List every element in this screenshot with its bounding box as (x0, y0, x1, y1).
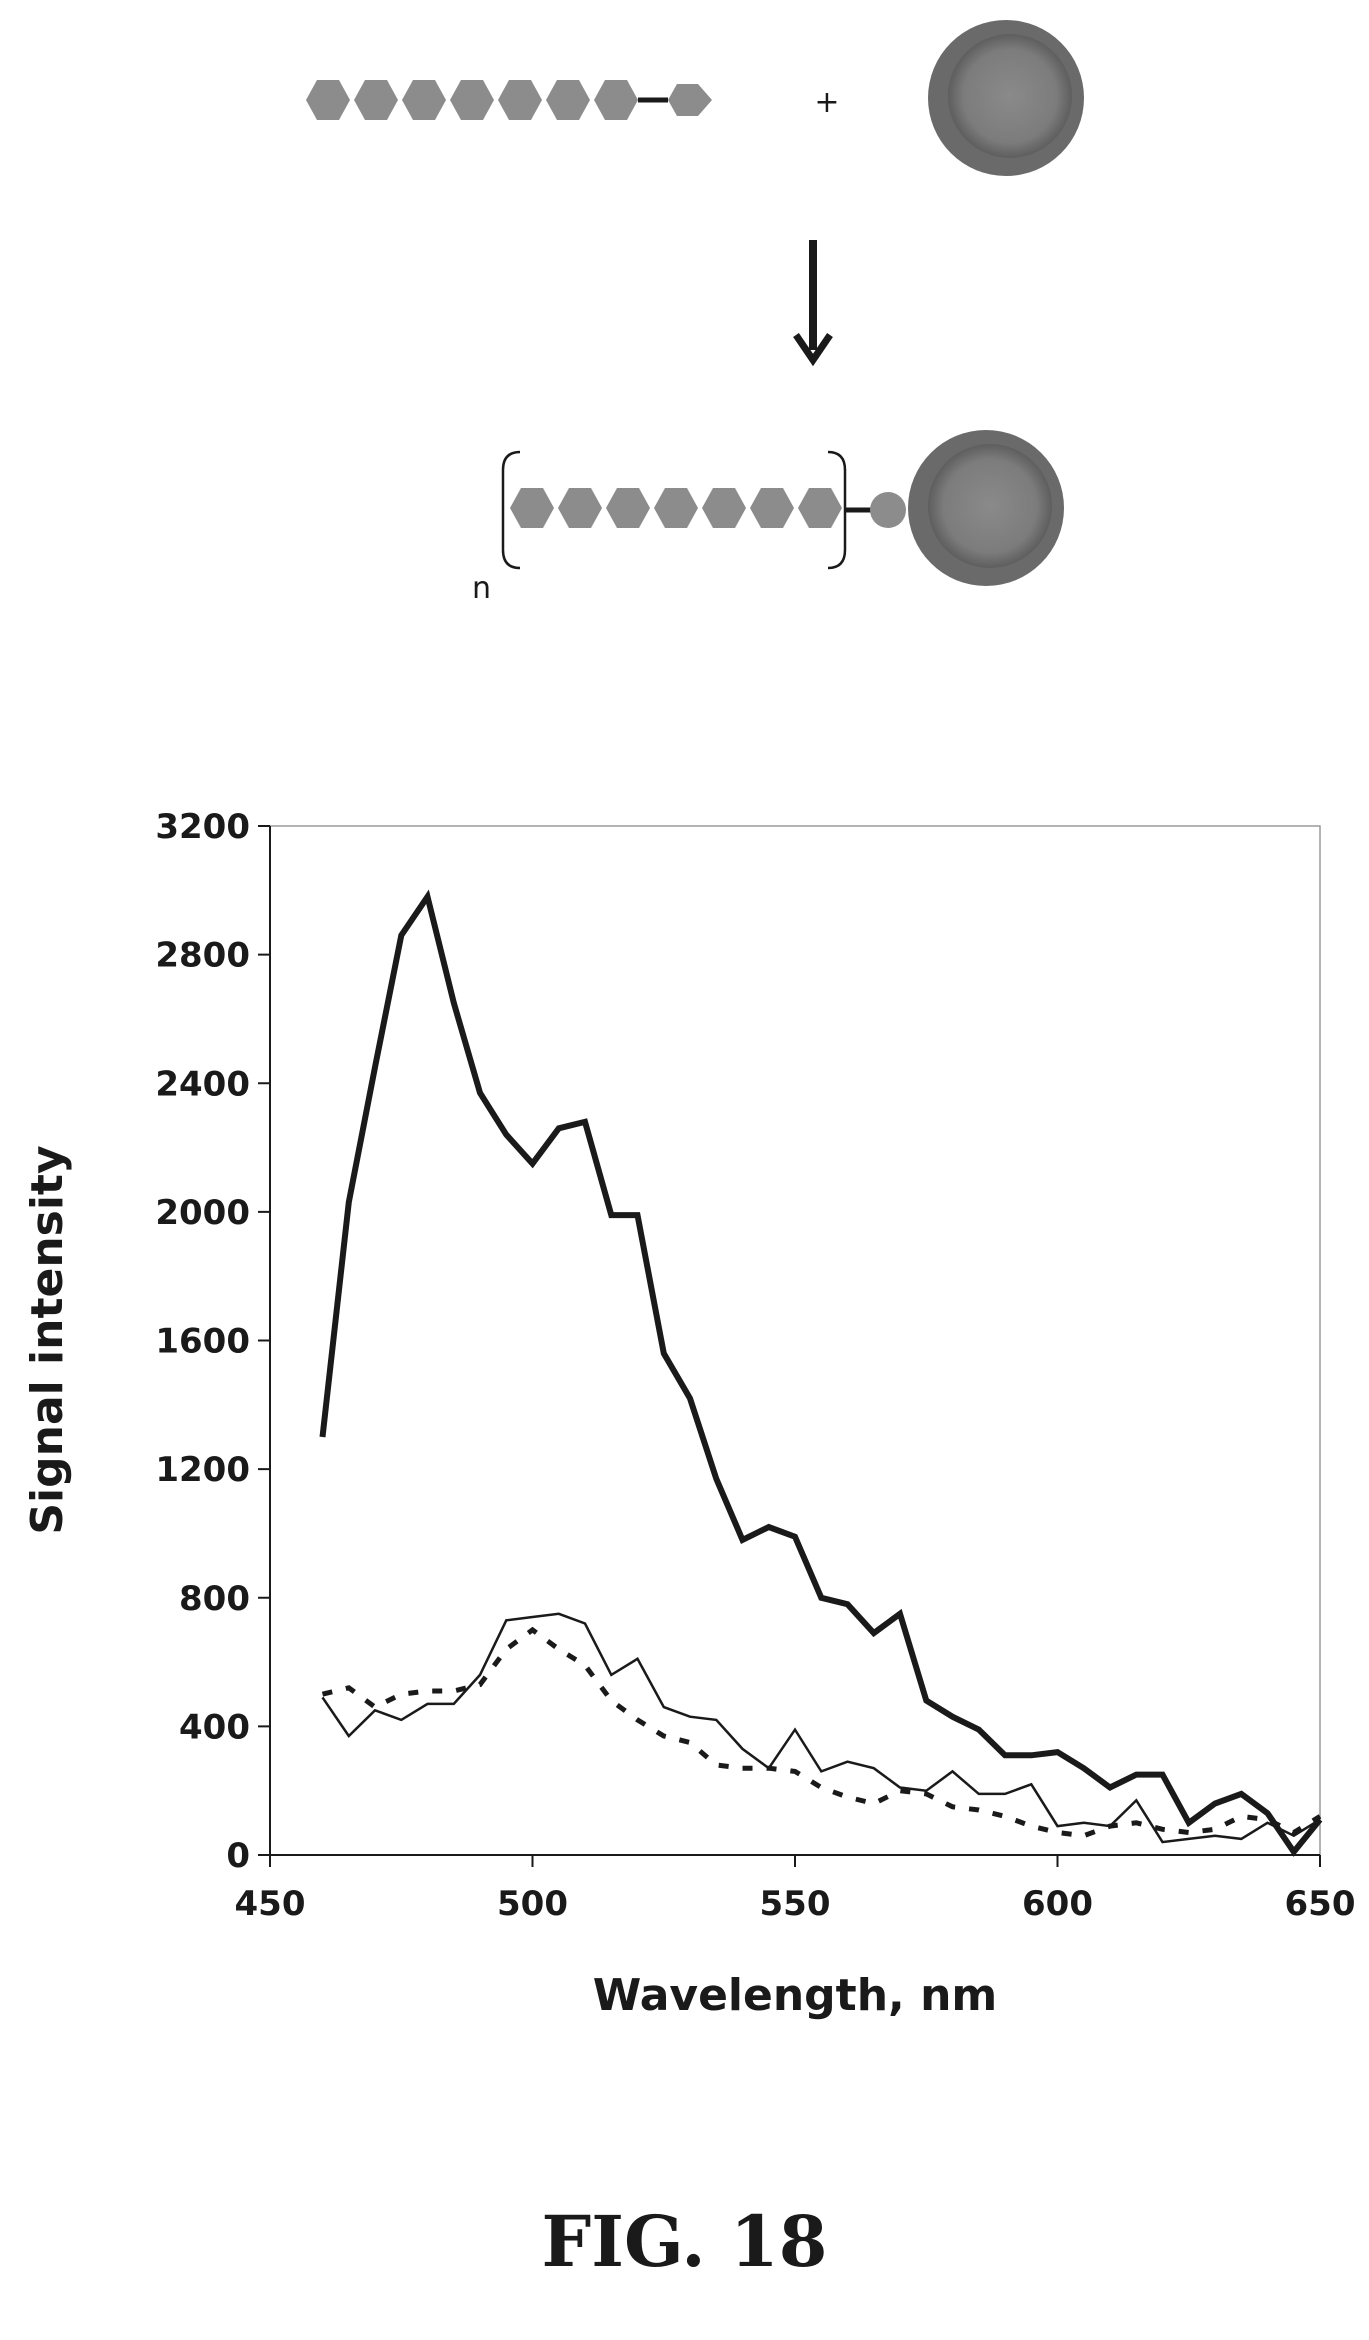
plot-frame (269, 825, 1321, 1856)
monomer-hexagon (654, 488, 698, 528)
repeat-subscript: n (472, 571, 491, 606)
series-line-dotted (321, 1626, 1322, 1839)
y-tick-label: 2000 (155, 1193, 250, 1233)
figure-label: FIG. 18 (541, 2200, 828, 2283)
y-tick-label: 800 (179, 1579, 250, 1619)
series-line-thick-solid (319, 889, 1323, 1857)
y-tick-label: 2800 (155, 936, 250, 976)
x-tick-label: 450 (235, 1884, 306, 1924)
monomer-hexagon (450, 80, 494, 120)
monomer-hexagon (798, 488, 842, 528)
x-tick-label: 650 (1285, 1884, 1356, 1924)
series-line-thin-solid (321, 1612, 1321, 1844)
monomer-hexagon (558, 488, 602, 528)
x-tick-label: 600 (1022, 1884, 1093, 1924)
signal-spectrum-chart: 0 400 800 1200 1600 2000 2400 2800 3200 450 500 55… (22, 807, 1356, 2021)
particle-reactant (928, 20, 1084, 176)
x-axis-ticks: 450 500 550 600 650 (235, 1855, 1356, 1924)
monomer-hexagon (306, 80, 350, 120)
y-tick-label: 400 (179, 1707, 250, 1747)
series-layer (319, 889, 1323, 1857)
x-tick-label: 500 (497, 1884, 568, 1924)
monomer-hexagon (498, 80, 542, 120)
reaction-scheme: + n (306, 20, 1084, 606)
monomer-hexagon (702, 488, 746, 528)
y-tick-label: 3200 (155, 807, 250, 847)
y-axis-ticks: 0 400 800 1200 1600 2000 2400 2800 3200 (155, 807, 270, 1876)
monomer-hexagon (402, 80, 446, 120)
x-axis-title: Wavelength, nm (593, 1970, 998, 2021)
left-bracket (501, 450, 521, 570)
y-tick-label: 1200 (155, 1450, 250, 1490)
y-axis-title: Signal intensity (22, 1145, 73, 1534)
conjugate-product: n (472, 430, 1064, 606)
oligomer-chain-reactant (306, 80, 712, 120)
monomer-hexagon (510, 488, 554, 528)
monomer-hexagon (354, 80, 398, 120)
monomer-hexagon (594, 80, 638, 120)
monomer-hexagon (750, 488, 794, 528)
attachment-group (870, 492, 906, 528)
y-tick-label: 0 (226, 1836, 250, 1876)
reactive-head-group (668, 84, 712, 116)
monomer-hexagon (546, 80, 590, 120)
y-tick-label: 2400 (155, 1064, 250, 1104)
reaction-arrow (793, 240, 833, 367)
monomer-hexagon (606, 488, 650, 528)
x-tick-label: 550 (760, 1884, 831, 1924)
plus-sign: + (814, 85, 839, 120)
y-tick-label: 1600 (155, 1322, 250, 1362)
